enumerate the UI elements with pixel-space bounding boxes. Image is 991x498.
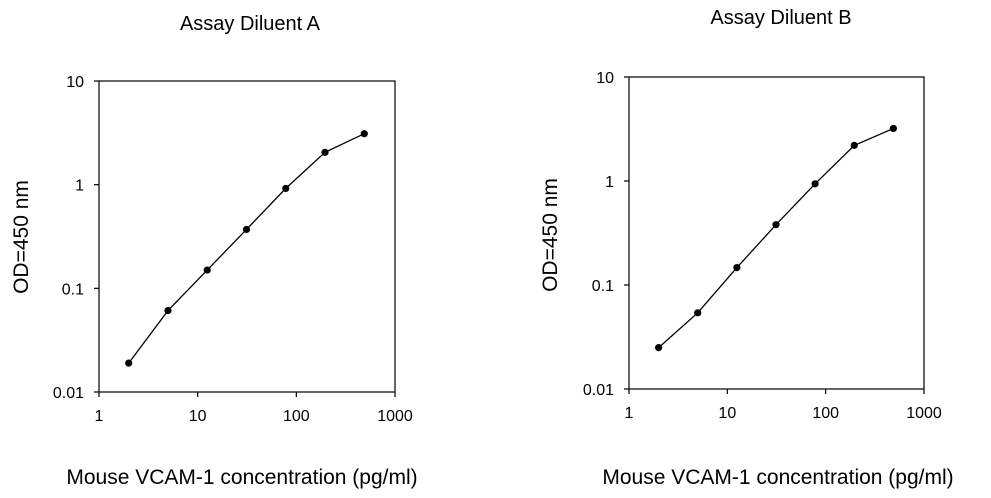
chart-a-title: Assay Diluent A [180,13,321,35]
chart-a-data-point [242,225,251,234]
chart-a-xtick-label: 10 [189,408,207,425]
chart-b-xtick-label: 100 [812,405,839,422]
chart-b-ticks: 1 10 100 1000 0.01 0.1 1 10 [583,70,942,422]
chart-a-ytick-label: 1 [75,178,84,195]
chart-a-ytick-label: 10 [66,74,84,91]
chart-a-data-point [282,184,290,193]
chart-a-marks [125,130,368,367]
chart-a-ticks: 1 10 100 1000 0.01 0.1 1 10 [53,74,413,425]
chart-a-series-line [128,133,365,364]
chart-b-ytick-label: 0.01 [583,382,614,399]
chart-b-data-point [733,263,741,272]
chart-b-marks [655,124,897,352]
chart-b-ytick-label: 10 [596,70,614,87]
chart-b-xtick-label: 1000 [906,405,942,422]
chart-a-xtick-label: 100 [283,408,310,425]
chart-b-data-point [889,124,897,133]
chart-b-title: Assay Diluent B [710,7,851,29]
chart-a-xlabel: Mouse VCAM-1 concentration (pg/ml) [66,466,417,489]
chart-a-data-point [203,266,211,274]
chart-a-data-point [164,306,172,315]
chart-b-ytick-label: 1 [605,174,614,191]
chart-b-ylabel: OD=450 nm [539,178,562,292]
chart-b: Assay Diluent B OD=450 nm Mouse VCAM-1 c… [539,7,954,489]
chart-a-frame [98,80,396,393]
chart-a-xtick-label: 1 [95,408,104,425]
chart-a: Assay Diluent A OD=450 nm Mouse VCAM-1 c… [10,13,418,489]
chart-b-ytick-label: 0.1 [592,278,614,295]
chart-b-xlabel: Mouse VCAM-1 concentration (pg/ml) [602,466,953,489]
chart-a-ytick-label: 0.1 [62,281,84,298]
chart-a-data-point [321,148,329,156]
chart-a-xtick-label: 1000 [377,408,413,425]
chart-a-ytick-label: 0.01 [53,385,84,402]
chart-b-data-point [694,309,702,317]
chart-b-series-line [658,127,894,349]
chart-a-ylabel: OD=450 nm [10,180,33,294]
chart-b-frame [628,76,925,390]
chart-b-xtick-label: 10 [718,405,736,422]
chart-a-data-point [125,359,133,367]
chart-a-data-point [360,130,368,138]
chart-b-data-point [655,344,663,352]
chart-b-xtick-label: 1 [625,405,634,422]
chart-b-data-point [772,221,780,229]
chart-b-data-point [850,141,858,149]
chart-b-data-point [811,180,819,188]
